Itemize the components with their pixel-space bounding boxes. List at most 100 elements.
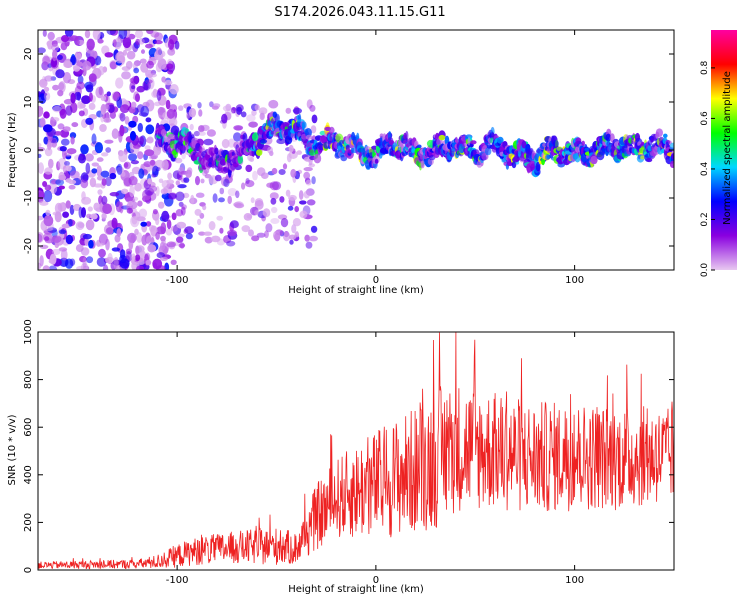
spectrogram-cell (69, 258, 76, 266)
spectrogram-cell (244, 180, 255, 188)
spectrogram-cell (55, 179, 65, 186)
spectrogram-cell (140, 221, 147, 227)
spectrogram-cell (256, 149, 263, 157)
spectrogram-cell (114, 52, 125, 64)
spectrogram-cell (111, 247, 121, 252)
spectrogram-cell (101, 178, 107, 186)
spectrogram-cell (590, 155, 598, 165)
spectrogram-cell (301, 121, 307, 129)
spectrogram-cell (176, 236, 184, 243)
spectrogram-cell (200, 178, 205, 184)
spectrogram-cell (123, 161, 131, 170)
spectrogram-cell (168, 39, 175, 50)
spectrogram-cell (66, 148, 77, 155)
spectrogram-cell (167, 172, 173, 180)
spectrogram-cell (291, 224, 297, 234)
spectrogram-cell (91, 168, 98, 174)
spectrogram-cell (179, 242, 185, 249)
spectrogram-cell (311, 176, 316, 185)
spectrogram-cell (38, 162, 44, 174)
spectrogram-cell (60, 249, 68, 261)
spectrogram-cell (102, 203, 112, 215)
spectrogram-cell (183, 177, 190, 183)
spectrogram-cell (131, 215, 138, 225)
spectrogram-cell (50, 56, 59, 69)
spectrogram-cell (81, 95, 91, 104)
colorbar-tick-label: 0.6 (700, 111, 710, 126)
spectrogram-cell (306, 199, 316, 206)
spectrogram-cell (184, 226, 195, 234)
spectrogram-cell (115, 201, 123, 213)
spectrogram-cell (97, 175, 104, 181)
spectrogram-cell (116, 163, 123, 176)
spectrogram-cell (198, 109, 203, 117)
spectrogram-cell (145, 43, 153, 49)
spectrogram-cell (108, 104, 115, 113)
spectrogram-cell (166, 179, 175, 185)
spectrogram-cell (104, 52, 114, 58)
spectrogram-cell (78, 206, 83, 219)
spectrogram-cell (313, 153, 322, 164)
spectrogram-cell (132, 196, 139, 201)
spectrogram-cell (178, 201, 184, 207)
spectrogram-cell (165, 99, 171, 110)
snr-frame (37, 331, 675, 571)
spectrogram-cell (388, 140, 395, 145)
spectrogram-cell (96, 242, 105, 247)
spectrogram-cell (245, 164, 253, 173)
spectrogram-cell (51, 43, 60, 52)
spectrogram-cell (38, 105, 44, 117)
spectrogram-cell (194, 208, 202, 216)
spectrogram-cell (68, 184, 76, 190)
spectrogram-cell (160, 222, 167, 235)
spectrogram-cell (152, 209, 158, 215)
spectrogram-cell (135, 254, 141, 262)
x-tick-label: 100 (565, 275, 584, 286)
spectrogram-cell (126, 207, 133, 214)
spectrogram-cell (91, 133, 97, 145)
spectrogram-cell (170, 259, 177, 265)
spectrogram-cell (147, 244, 157, 253)
spectrogram-cell (219, 227, 224, 234)
y-tick-label: -20 (23, 238, 34, 254)
spectrogram-cell (74, 91, 82, 101)
spectrogram-cell (484, 147, 492, 156)
spectrogram-cell (71, 122, 79, 128)
spectrogram-cell (42, 30, 47, 37)
spectrogram-cell (137, 200, 143, 207)
spectrogram-cell (85, 162, 91, 174)
spectrogram-cell (417, 144, 422, 149)
spectrogram-cell (88, 102, 96, 110)
spectrogram-cell (45, 209, 51, 216)
spectrogram-cell (59, 257, 69, 267)
spectrogram-cell (438, 134, 446, 141)
spectrogram-cell (65, 165, 72, 172)
spectrogram-cell (161, 210, 170, 222)
y-tick-label: 1000 (23, 319, 34, 344)
spectrogram-cell (553, 139, 559, 148)
spectrogram-cell (80, 178, 89, 189)
spectrogram-cell (429, 154, 436, 161)
spectrogram-cell (68, 35, 79, 41)
spectrogram-cell (109, 192, 120, 197)
spectrogram-xlabel: Height of straight line (km) (288, 285, 424, 296)
spectrogram-cell (154, 32, 164, 41)
spectrogram-cell (175, 133, 179, 141)
spectrogram-cell (88, 73, 97, 83)
spectrogram-cell (105, 176, 112, 187)
spectrogram-cell (276, 138, 286, 145)
spectrogram-cell (136, 216, 146, 222)
spectrogram-cell (55, 69, 65, 79)
spectrogram-cell (237, 154, 244, 164)
spectrogram-cell (234, 203, 245, 209)
spectrogram-cell (103, 117, 112, 123)
spectrogram-cell (303, 167, 313, 172)
spectrogram-cell (195, 192, 205, 198)
spectrogram-cell (44, 184, 52, 191)
spectrogram-cell (62, 211, 69, 218)
spectrogram-cell (107, 252, 113, 263)
spectrogram-cell (75, 221, 85, 231)
spectrogram-cell (208, 221, 216, 231)
spectrogram-cell (203, 138, 214, 146)
